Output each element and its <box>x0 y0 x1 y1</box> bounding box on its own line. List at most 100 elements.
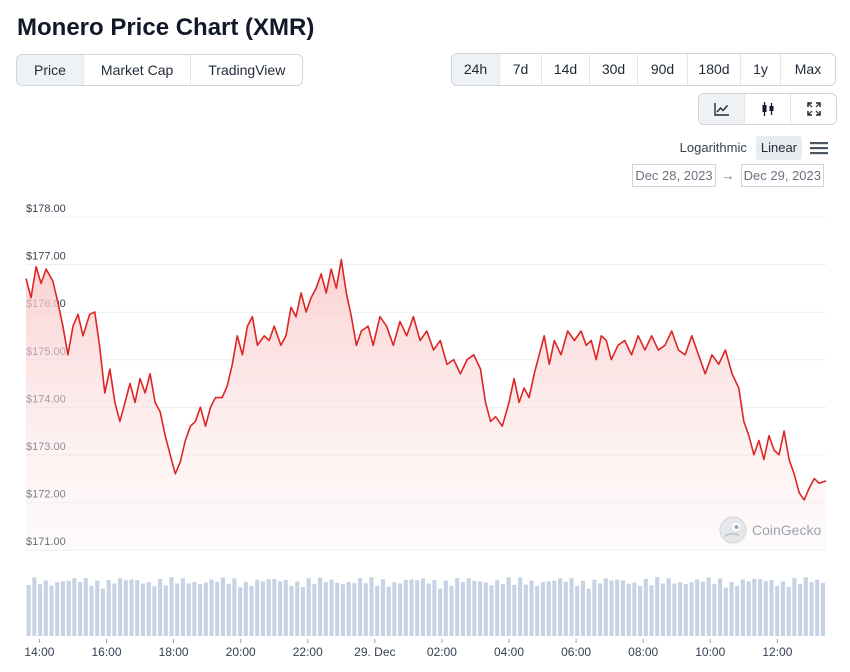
volume-bar <box>712 583 717 636</box>
range-30d-button[interactable]: 30d <box>590 54 638 85</box>
linear-scale-button[interactable]: Linear <box>755 136 802 160</box>
volume-bar <box>506 577 511 636</box>
volume-bar <box>112 583 117 636</box>
volume-bar <box>752 578 757 636</box>
volume-bar <box>409 579 414 636</box>
volume-bar <box>535 585 540 636</box>
volume-bar <box>203 582 208 636</box>
volume-bar <box>386 586 391 636</box>
volume-bar <box>580 580 585 636</box>
volume-bar <box>152 586 157 636</box>
x-tick-label: 16:00 <box>91 645 121 659</box>
volume-bar <box>546 581 551 636</box>
volume-bar <box>323 582 328 636</box>
range-1y-button[interactable]: 1y <box>741 54 781 85</box>
range-max-button[interactable]: Max <box>794 61 822 77</box>
volume-bar <box>346 582 351 636</box>
volume-bar <box>489 585 494 636</box>
expand-icon <box>806 102 821 116</box>
volume-bar <box>552 580 557 636</box>
volume-bar <box>209 579 214 636</box>
volume-bar <box>438 588 443 636</box>
page-title: Monero Price Chart (XMR) <box>17 14 315 41</box>
volume-bar <box>123 580 128 636</box>
volume-bar <box>300 587 305 636</box>
price-chart[interactable]: $178.00$177.00$176.00$175.00$174.00$173.… <box>0 195 850 667</box>
volume-bar <box>272 579 277 636</box>
volume-bar <box>809 582 814 636</box>
volume-bar <box>615 579 620 636</box>
volume-bar <box>689 582 694 636</box>
volume-bar <box>455 577 460 636</box>
x-tick-label: 18:00 <box>159 645 189 659</box>
date-range: Dec 28, 2023 → Dec 29, 2023 <box>632 164 824 187</box>
volume-bar <box>220 577 225 636</box>
volume-bar <box>66 580 71 636</box>
volume-bar <box>392 582 397 636</box>
date-to-input[interactable]: Dec 29, 2023 <box>740 164 824 187</box>
x-tick-label: 08:00 <box>628 645 658 659</box>
volume-bar <box>660 583 665 636</box>
volume-bar <box>192 582 197 636</box>
volume-bar <box>186 583 191 636</box>
volume-bar <box>266 579 271 636</box>
range-24h-button[interactable]: 24h <box>452 54 500 85</box>
range-180d-button[interactable]: 180d <box>688 54 741 85</box>
volume-bar <box>466 578 471 636</box>
volume-bar <box>695 579 700 636</box>
volume-bar <box>226 583 231 636</box>
volume-bar <box>83 578 88 636</box>
range-90d-button[interactable]: 90d <box>638 54 688 85</box>
volume-bar <box>769 580 774 636</box>
line-chart-icon <box>713 103 729 116</box>
volume-bar <box>472 580 477 636</box>
volume-bar <box>592 579 597 636</box>
range-7d-button[interactable]: 7d <box>500 54 542 85</box>
volume-bar <box>289 586 294 636</box>
x-tick-label: 04:00 <box>494 645 524 659</box>
logarithmic-scale-button[interactable]: Logarithmic <box>679 140 747 155</box>
volume-bar <box>638 585 643 636</box>
volume-bar <box>426 583 431 636</box>
tab-tradingview[interactable]: TradingView <box>208 62 286 78</box>
volume-bar <box>283 579 288 636</box>
volume-bar <box>649 585 654 636</box>
volume-bar <box>363 583 368 636</box>
tab-market-cap[interactable]: Market Cap <box>84 55 192 85</box>
volume-bar <box>820 582 825 636</box>
volume-bar <box>106 579 111 636</box>
volume-bar <box>26 585 31 636</box>
x-tick-label: 22:00 <box>293 645 323 659</box>
volume-bar <box>746 581 751 636</box>
volume-bar <box>358 578 363 636</box>
volume-bar <box>243 581 248 636</box>
volume-bar <box>443 580 448 636</box>
volume-bar <box>49 585 54 636</box>
chart-menu-button[interactable] <box>810 141 828 155</box>
volume-bar <box>666 578 671 636</box>
volume-bars <box>26 577 825 636</box>
volume-bar <box>620 580 625 636</box>
date-range-arrow: → <box>721 168 735 183</box>
date-from-input[interactable]: Dec 28, 2023 <box>632 164 716 187</box>
fullscreen-button[interactable] <box>791 94 836 124</box>
price-line <box>25 258 827 501</box>
line-view-button[interactable] <box>699 94 745 124</box>
volume-bar <box>95 580 100 636</box>
volume-bar <box>432 580 437 636</box>
coingecko-watermark: CoinGecko <box>719 516 821 544</box>
tab-price[interactable]: Price <box>17 55 84 85</box>
volume-bar <box>369 577 374 636</box>
x-tick-label: 20:00 <box>226 645 256 659</box>
volume-bar <box>260 581 265 636</box>
volume-bar <box>375 585 380 636</box>
volume-bar <box>398 583 403 636</box>
volume-bar <box>495 580 500 636</box>
volume-bar <box>803 577 808 636</box>
range-14d-button[interactable]: 14d <box>542 54 590 85</box>
candlestick-view-button[interactable] <box>745 94 791 124</box>
x-tick-label: 29. Dec <box>354 645 395 659</box>
chart-view-selector <box>698 93 837 125</box>
volume-bar <box>775 586 780 636</box>
volume-bar <box>232 578 237 636</box>
